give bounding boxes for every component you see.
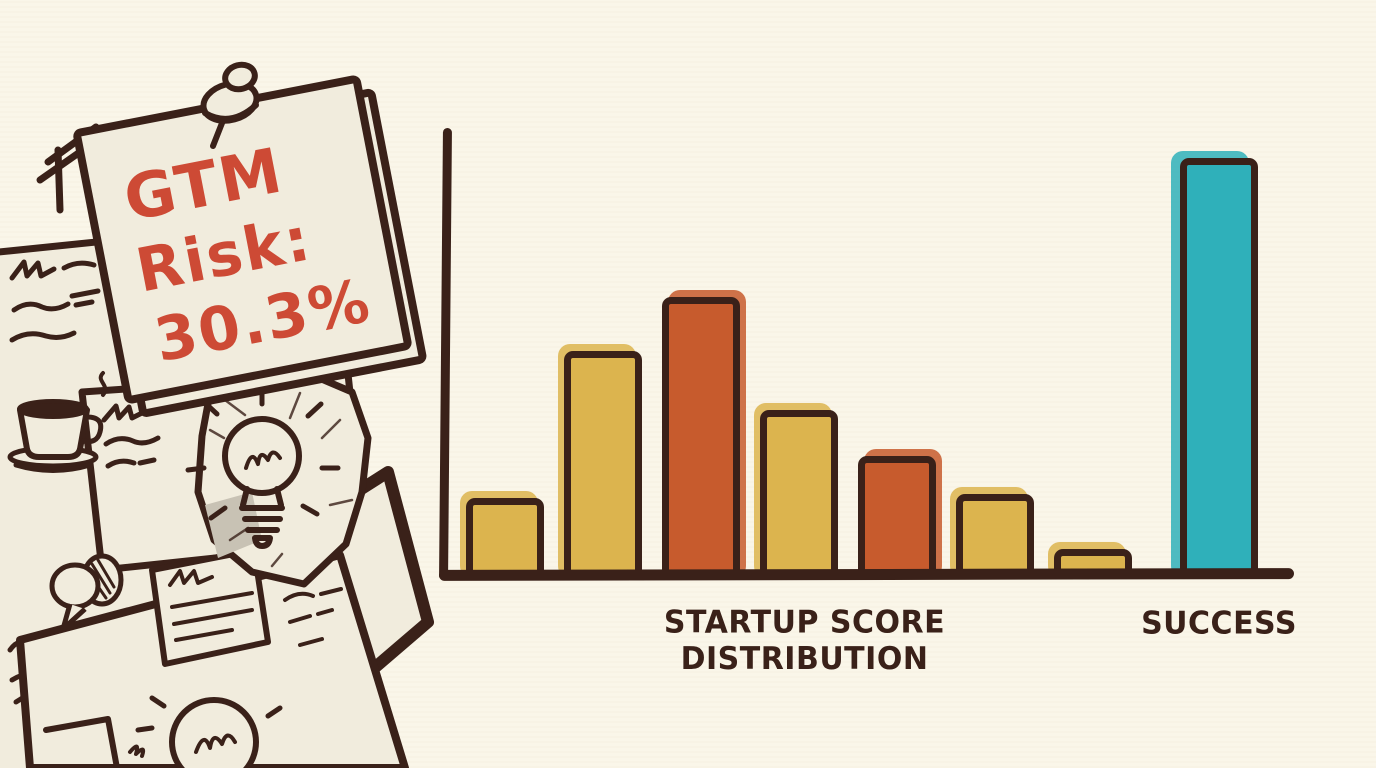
crumpled-paper-icon: [185, 364, 372, 588]
bar-fill: [858, 456, 936, 578]
lightbulb-icon: [135, 695, 283, 768]
dist-bar-2: [558, 344, 642, 578]
bar-fill: [466, 498, 544, 578]
dist-bar-4: [754, 403, 838, 578]
success-bar: [1171, 151, 1258, 578]
bar-fill: [956, 494, 1034, 578]
distribution-label: STARTUP SCORE DISTRIBUTION: [663, 604, 946, 678]
scribble-lines: [101, 403, 161, 469]
bar-fill: [760, 410, 838, 578]
bar-fill: [1180, 158, 1258, 578]
lightbulb-icon: [185, 385, 341, 549]
chart-y-axis: [439, 127, 452, 581]
scribble-lines: [283, 587, 343, 647]
dist-bar-6: [950, 487, 1034, 578]
success-label: SUCCESS: [1141, 605, 1297, 642]
pushpin-icon: [200, 61, 260, 149]
crease-lines: [208, 391, 354, 568]
bar-fill: [662, 296, 740, 578]
coffee-cup-icon: [7, 366, 130, 473]
desk-papers-illustration: GTM Risk: 30.3%: [0, 61, 434, 768]
bar-fill: [564, 351, 642, 578]
dist-bar-5: [858, 449, 942, 578]
radiating-dashes: [185, 385, 341, 521]
rectangle-doodle: [43, 716, 146, 768]
chart-baseline: [438, 568, 1295, 581]
pinned-note: GTM Risk: 30.3%: [36, 61, 427, 417]
dist-bar-3: [662, 289, 746, 578]
dist-bar-1: [460, 491, 544, 578]
speech-bubble-icon: [49, 553, 124, 632]
